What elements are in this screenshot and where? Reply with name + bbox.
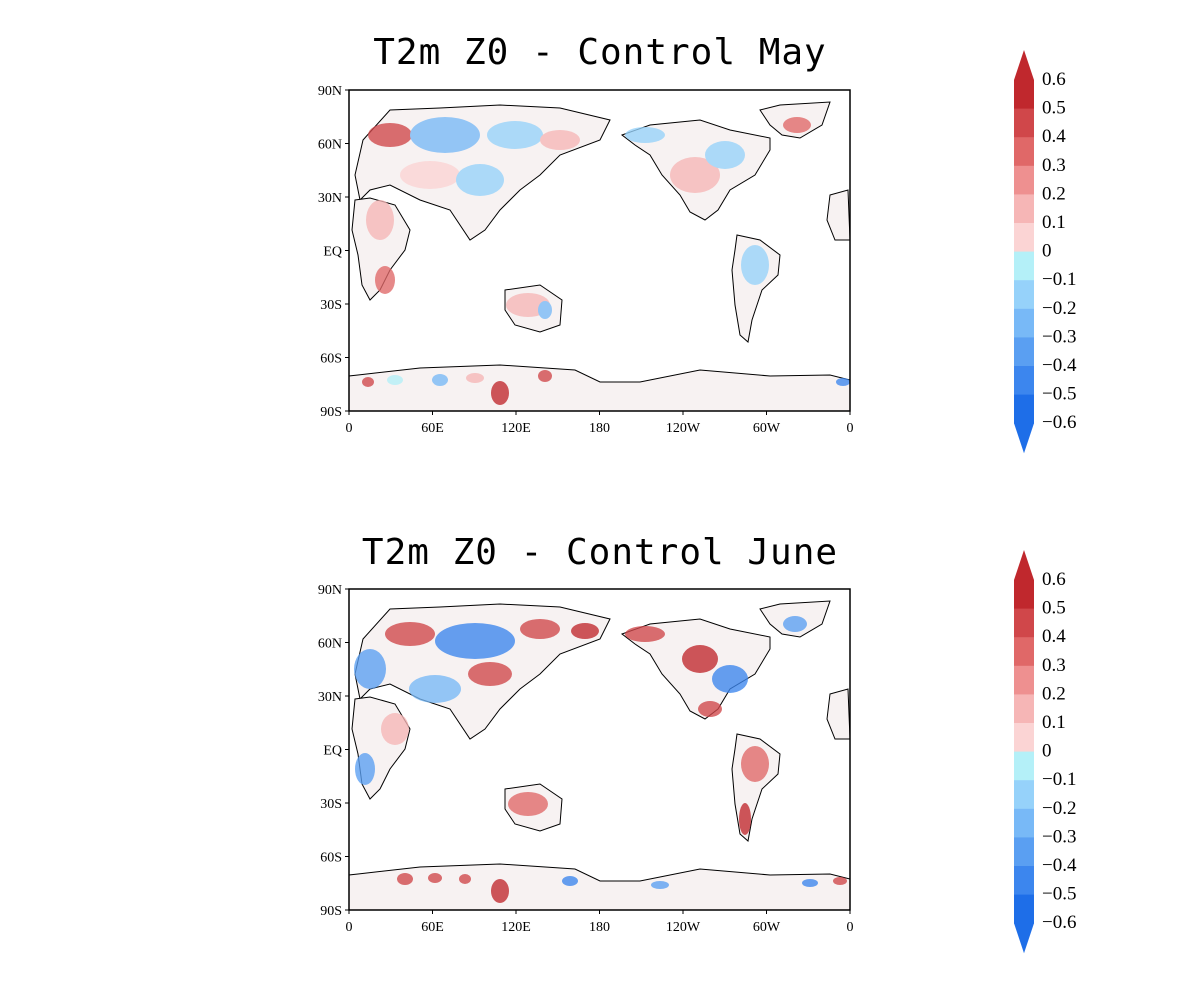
colorbar-swatch bbox=[1014, 80, 1034, 110]
lat-labels: 90N 60N 30N EQ 30S 60S 90S bbox=[318, 583, 342, 919]
lat-label: 90S bbox=[320, 405, 342, 420]
colorbar-arrow-low bbox=[1014, 923, 1034, 954]
lat-label: EQ bbox=[323, 245, 342, 260]
colorbar-label: −0.2 bbox=[1042, 798, 1076, 819]
colorbar-label: 0.3 bbox=[1042, 655, 1066, 676]
lat-label: 30N bbox=[318, 690, 342, 705]
colorbar-swatch bbox=[1014, 308, 1034, 338]
colorbar-label: 0 bbox=[1042, 241, 1052, 262]
colorbar-swatch bbox=[1014, 337, 1034, 367]
colorbar-label: −0.6 bbox=[1042, 912, 1076, 933]
colorbar-swatch bbox=[1014, 637, 1034, 667]
lon-ticks bbox=[348, 411, 851, 415]
colorbar-label: −0.4 bbox=[1042, 355, 1077, 376]
colorbar-label: 0.3 bbox=[1042, 155, 1066, 176]
lon-label: 180 bbox=[589, 421, 610, 436]
colorbar-label: 0.6 bbox=[1042, 69, 1066, 90]
colorbar-swatch bbox=[1014, 665, 1034, 695]
lat-label: 60N bbox=[318, 637, 342, 652]
anomaly-patches bbox=[354, 616, 847, 903]
colorbar-swatch bbox=[1014, 808, 1034, 838]
colorbar-label: −0.5 bbox=[1042, 884, 1076, 905]
lon-label: 60E bbox=[421, 920, 444, 935]
lon-labels: 0 60E 120E 180 120W 60W 0 bbox=[346, 421, 854, 436]
colorbar-label: −0.5 bbox=[1042, 384, 1076, 405]
lon-label: 0 bbox=[346, 920, 353, 935]
colorbar-label: −0.4 bbox=[1042, 855, 1077, 876]
colorbar-arrow-low bbox=[1014, 423, 1034, 454]
lon-label: 120E bbox=[501, 920, 531, 935]
lat-label: 90N bbox=[318, 84, 342, 99]
colorbar-swatch bbox=[1014, 366, 1034, 396]
lat-label: 90N bbox=[318, 583, 342, 598]
colorbar-swatch bbox=[1014, 165, 1034, 195]
colorbar-label: −0.3 bbox=[1042, 826, 1076, 847]
colorbar-swatch bbox=[1014, 108, 1034, 138]
lon-label: 120E bbox=[501, 421, 531, 436]
colorbar-label: 0.5 bbox=[1042, 598, 1066, 619]
colorbar-arrow-high bbox=[1014, 50, 1034, 80]
colorbar-swatch bbox=[1014, 751, 1034, 781]
lon-ticks bbox=[348, 910, 851, 914]
colorbar-label: 0.1 bbox=[1042, 212, 1066, 233]
colorbar-label: 0.2 bbox=[1042, 183, 1066, 204]
lat-ticks bbox=[345, 588, 349, 911]
colorbar-label: 0.6 bbox=[1042, 569, 1066, 590]
colorbar-swatch bbox=[1014, 580, 1034, 610]
lat-label: EQ bbox=[323, 744, 342, 759]
map-panel: 90N 60N 30N EQ 30S 60S 90S 0 60E 120E 18… bbox=[318, 583, 854, 935]
colorbar-label: 0.1 bbox=[1042, 712, 1066, 733]
lat-label: 30S bbox=[320, 797, 342, 812]
colorbar-swatch bbox=[1014, 780, 1034, 810]
colorbar-swatch bbox=[1014, 723, 1034, 753]
lat-labels: 90N 60N 30N EQ 30S 60S 90S bbox=[318, 84, 342, 420]
lon-label: 180 bbox=[589, 920, 610, 935]
colorbar-label: −0.1 bbox=[1042, 769, 1076, 790]
panel-title: T2m Z0 - Control June bbox=[361, 532, 839, 573]
colorbar-swatch bbox=[1014, 694, 1034, 724]
panel-title: T2m Z0 - Control May bbox=[373, 32, 827, 73]
lat-label: 90S bbox=[320, 904, 342, 919]
lat-label: 60N bbox=[318, 138, 342, 153]
colorbar-label: 0.5 bbox=[1042, 98, 1066, 119]
colorbar-swatch bbox=[1014, 608, 1034, 638]
colorbar-swatch bbox=[1014, 137, 1034, 167]
colorbar-swatch bbox=[1014, 894, 1034, 924]
colorbar-arrow-high bbox=[1014, 550, 1034, 580]
anomaly-patches bbox=[362, 117, 850, 405]
colorbar-swatch bbox=[1014, 251, 1034, 281]
colorbar-label: −0.3 bbox=[1042, 326, 1076, 347]
colorbar-swatch bbox=[1014, 866, 1034, 896]
lat-label: 60S bbox=[320, 352, 342, 367]
lat-label: 60S bbox=[320, 851, 342, 866]
lon-label: 120W bbox=[666, 421, 701, 436]
lon-label: 60E bbox=[421, 421, 444, 436]
lon-label: 60W bbox=[753, 920, 781, 935]
colorbar: 0.6 0.5 0.4 0.3 0.2 0.1 0 −0.1 −0.2 −0.3 −0.4 −0.5 −… bbox=[1014, 550, 1077, 954]
lat-label: 30S bbox=[320, 298, 342, 313]
colorbar-label: 0.4 bbox=[1042, 126, 1066, 147]
colorbar-label: −0.1 bbox=[1042, 269, 1076, 290]
lon-labels: 0 60E 120E 180 120W 60W 0 bbox=[346, 920, 854, 935]
lon-label: 120W bbox=[666, 920, 701, 935]
colorbar-label: 0.2 bbox=[1042, 683, 1066, 704]
lon-label: 0 bbox=[847, 421, 854, 436]
colorbar-swatch bbox=[1014, 194, 1034, 224]
lat-ticks bbox=[345, 89, 349, 412]
lon-label: 0 bbox=[346, 421, 353, 436]
colorbar-swatch bbox=[1014, 394, 1034, 424]
colorbar-label: 0.4 bbox=[1042, 626, 1066, 647]
map-panel: 90N 60N 30N EQ 30S 60S 90S 0 60E 120E 18… bbox=[318, 84, 854, 436]
colorbar: 0.6 0.5 0.4 0.3 0.2 0.1 0 −0.1 −0.2 −0.3 −0.4 −0.5 −… bbox=[1014, 50, 1077, 454]
colorbar-swatch bbox=[1014, 223, 1034, 253]
lon-label: 60W bbox=[753, 421, 781, 436]
colorbar-label: 0 bbox=[1042, 741, 1052, 762]
colorbar-swatch bbox=[1014, 280, 1034, 310]
colorbar-label: −0.2 bbox=[1042, 298, 1076, 319]
lat-label: 30N bbox=[318, 191, 342, 206]
colorbar-swatch bbox=[1014, 837, 1034, 867]
lon-label: 0 bbox=[847, 920, 854, 935]
colorbar-label: −0.6 bbox=[1042, 412, 1076, 433]
